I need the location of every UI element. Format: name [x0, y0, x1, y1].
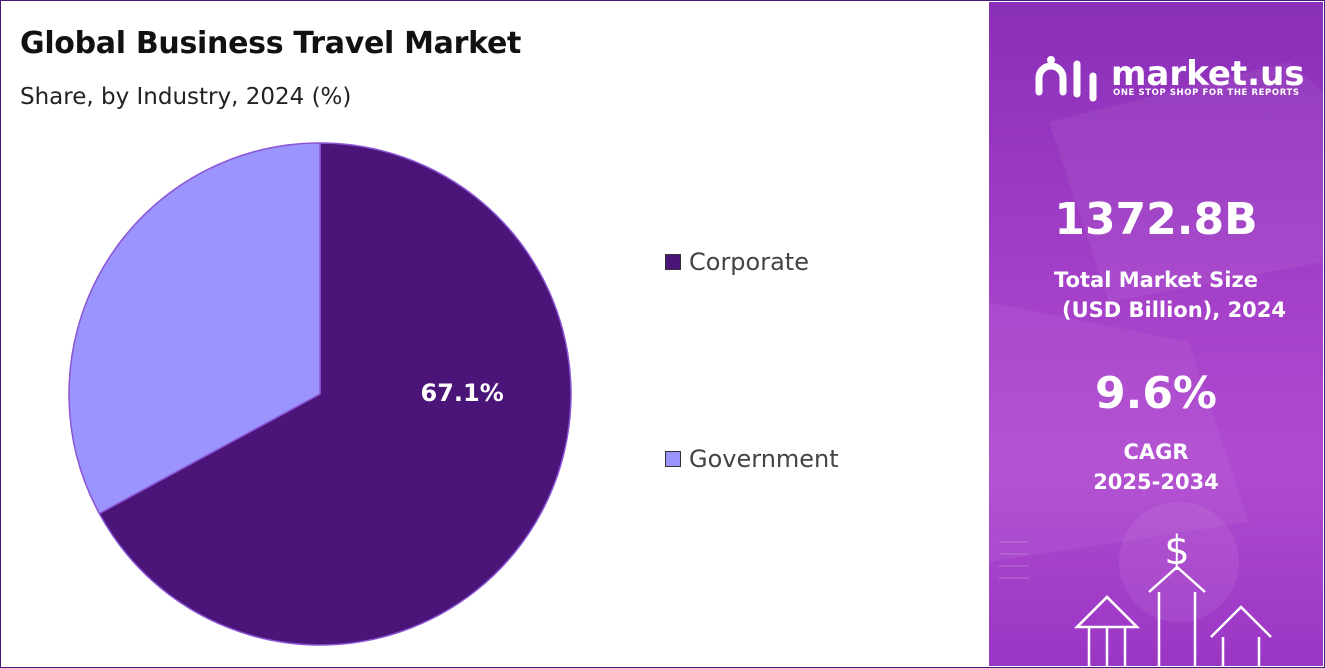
pie-slice-government	[68, 142, 321, 515]
pie-slice-corporate	[98, 142, 572, 646]
market-us-logo-icon	[1035, 56, 1097, 102]
panel-decoration: $	[989, 62, 1323, 666]
legend-label-corporate: Corporate	[689, 248, 809, 276]
market-size-unit: (USD Billion), 2024	[1061, 298, 1287, 322]
logo-name: market.us	[1111, 54, 1305, 94]
legend-item-government: Government	[665, 444, 839, 474]
cagr-label: CAGR	[1123, 440, 1189, 464]
pie-chart: 67.1%	[68, 142, 572, 646]
cagr-value: 9.6%	[1094, 368, 1218, 419]
pie-slices	[68, 142, 572, 646]
up-arrow-icon	[1073, 565, 1272, 666]
cagr-period: 2025-2034	[1093, 470, 1219, 494]
legend-swatch-government	[665, 451, 681, 467]
market-size-value: 1372.8B	[1054, 194, 1258, 245]
legend-item-corporate: Corporate	[665, 247, 809, 277]
market-us-logo: market.us ONE STOP SHOP FOR THE REPORTS	[1033, 54, 1313, 104]
legend-label-government: Government	[689, 445, 839, 473]
data-label-corporate: 67.1%	[421, 379, 504, 407]
chart-title: Global Business Travel Market	[20, 26, 522, 61]
pie-data-labels: 67.1%	[421, 379, 504, 407]
logo-tagline: ONE STOP SHOP FOR THE REPORTS	[1113, 88, 1300, 98]
market-size-label: Total Market Size	[1054, 268, 1258, 292]
legend-swatch-corporate	[665, 254, 681, 270]
stats-panel: $ market.us ONE STOP SHOP FOR THE REPORT…	[989, 2, 1323, 666]
chart-subtitle: Share, by Industry, 2024 (%)	[20, 84, 352, 110]
